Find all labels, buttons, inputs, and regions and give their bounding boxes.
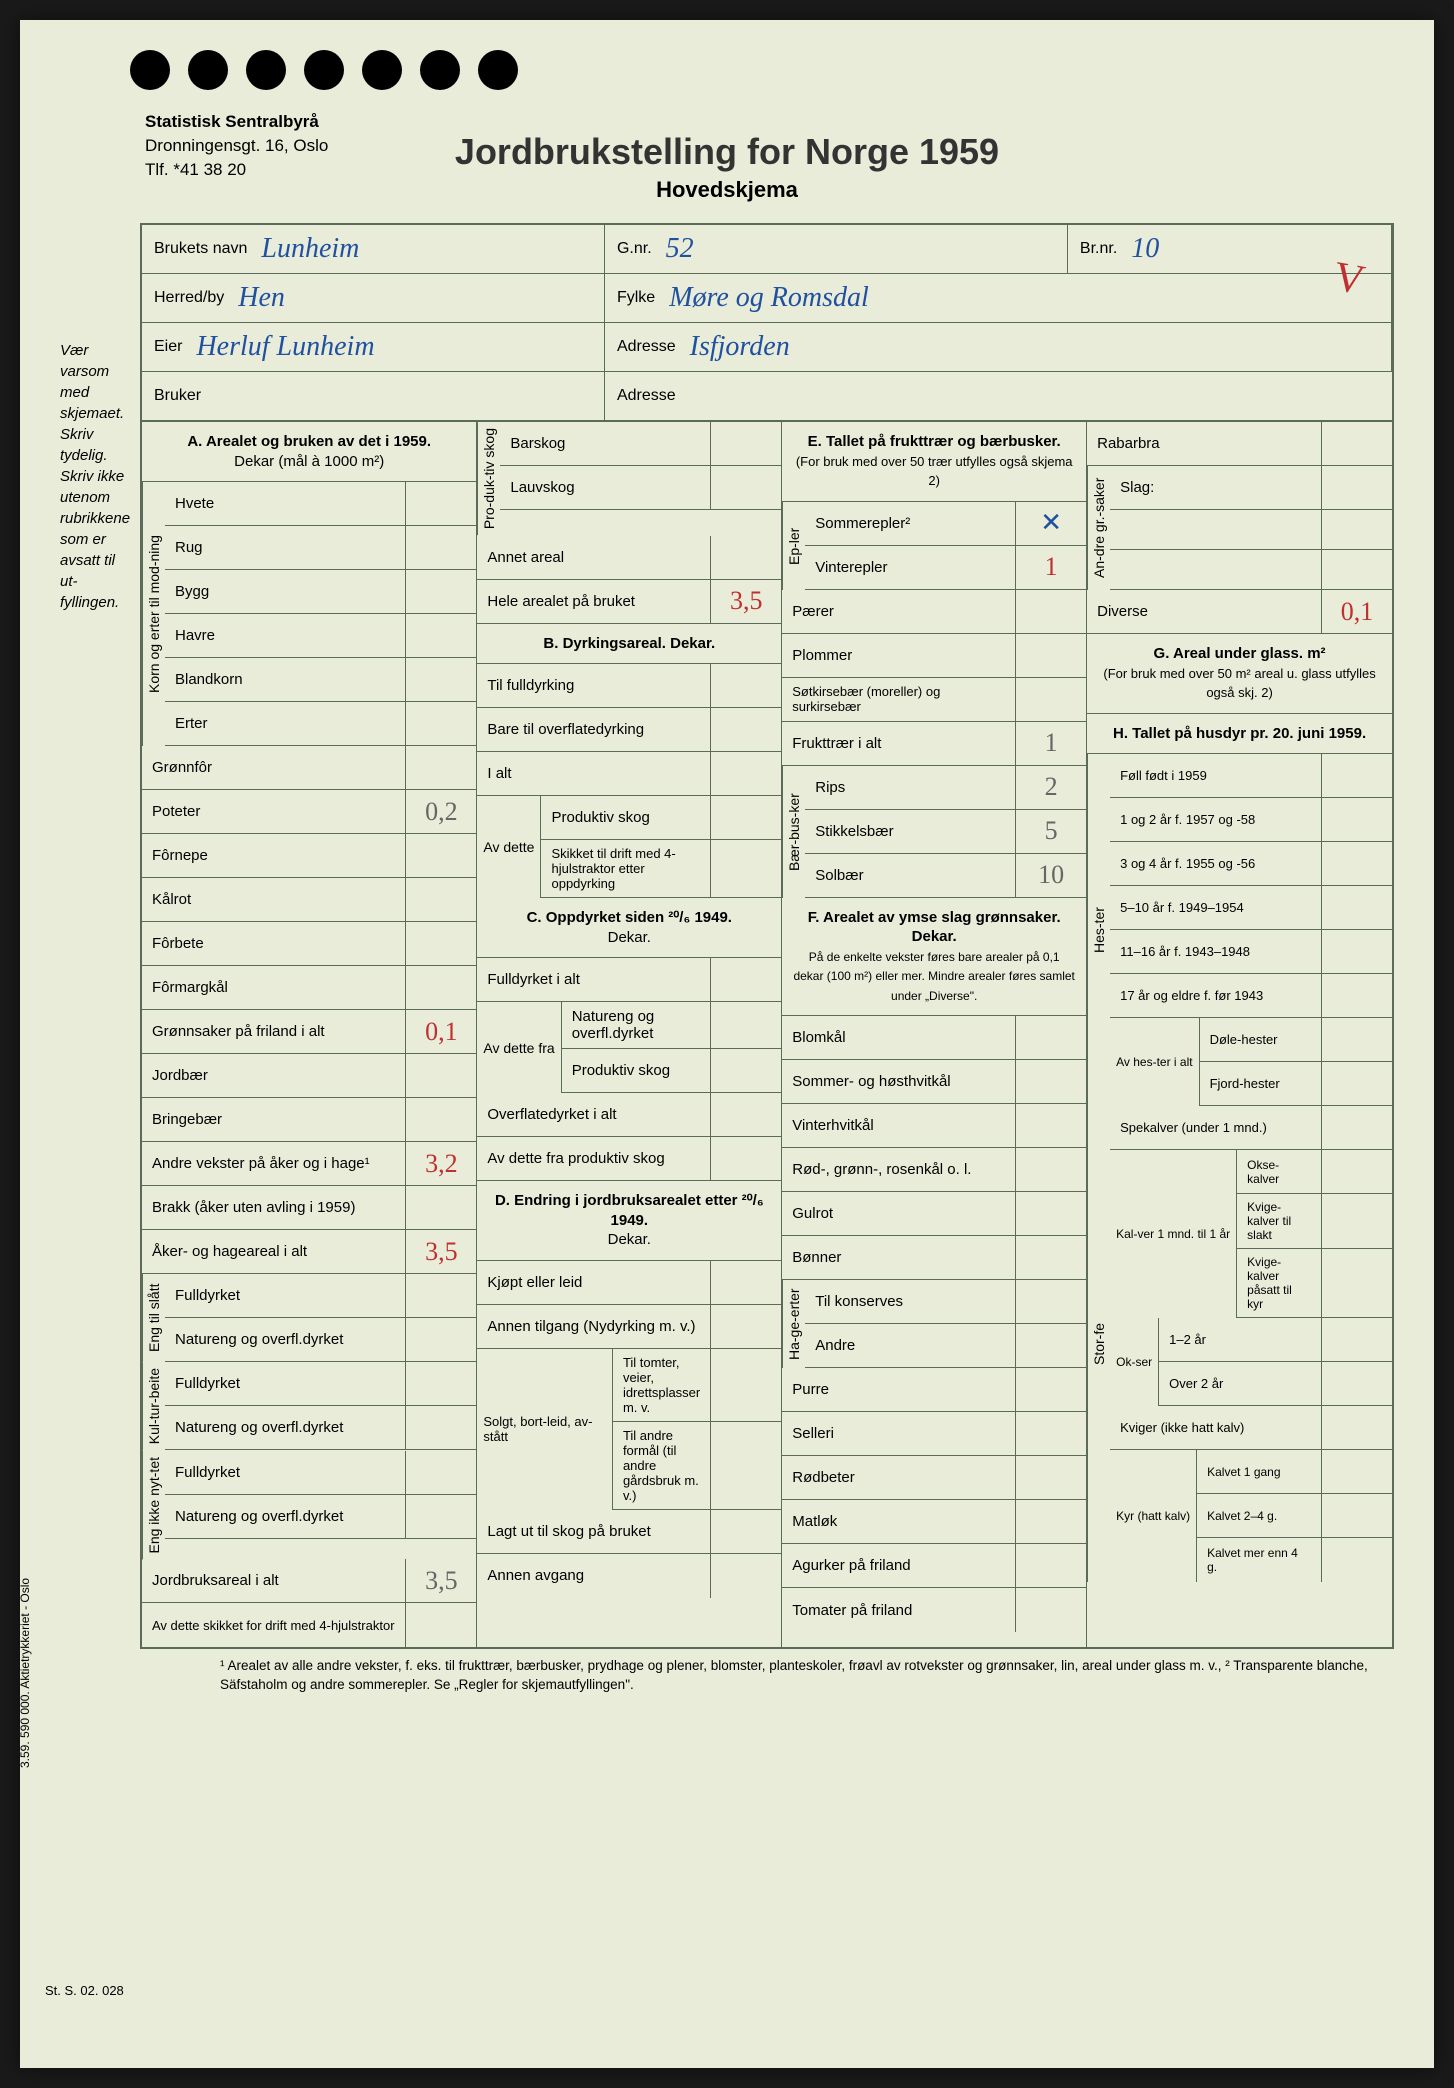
footnote: ¹ Arealet av alle andre vekster, f. eks.…	[220, 1657, 1394, 1695]
header-box: Brukets navn Lunheim G.nr. 52 Br.nr. 10 …	[140, 223, 1394, 422]
solbaer-value: 10	[1016, 854, 1086, 897]
brukets-navn-value: Lunheim	[261, 233, 359, 265]
print-info: 3.59. 590 000. Aktietrykkeriet - Oslo	[18, 1578, 32, 1768]
vinterepler-value: 1	[1016, 546, 1086, 589]
main-grid: A. Arealet og bruken av det i 1959. Deka…	[140, 422, 1394, 1649]
section-c-header: C. Oppdyrket siden ²⁰/₆ 1949.Dekar.	[477, 898, 781, 958]
section-e-header: E. Tallet på frukttrær og bærbusker.(For…	[782, 422, 1086, 502]
brukets-navn-label: Brukets navn	[154, 240, 247, 258]
section-f-header: F. Arealet av ymse slag grønnsaker. Deka…	[782, 898, 1086, 1017]
form-subtitle: Hovedskjema	[60, 177, 1394, 203]
section-a-header: A. Arealet og bruken av det i 1959. Deka…	[142, 422, 476, 482]
stikkelsbaer-value: 5	[1016, 810, 1086, 853]
fylke-value: Møre og Romsdal	[669, 282, 869, 314]
fylke-label: Fylke	[617, 289, 655, 307]
frukt-ialt-value: 1	[1016, 722, 1086, 765]
bruker-label: Bruker	[154, 387, 201, 405]
hele-value: 3,5	[711, 580, 781, 623]
form-area: Brukets navn Lunheim G.nr. 52 Br.nr. 10 …	[140, 223, 1394, 1695]
section-d-header: D. Endring i jordbruksarealet etter ²⁰/₆…	[477, 1181, 781, 1261]
eier-label: Eier	[154, 338, 182, 356]
gnr-value: 52	[666, 233, 694, 265]
section-b-header: B. Dyrkingsareal. Dekar.	[477, 624, 781, 665]
adresse-value: Isfjorden	[690, 331, 790, 363]
column-ef: E. Tallet på frukttrær og bærbusker.(For…	[782, 422, 1087, 1647]
andre-value: 3,2	[406, 1142, 476, 1185]
diverse-value: 0,1	[1322, 590, 1392, 633]
column-gh: Rabarbra An-dre gr.-saker Slag: Diverse0…	[1087, 422, 1392, 1647]
herred-label: Herred/by	[154, 289, 224, 307]
rips-value: 2	[1016, 766, 1086, 809]
section-h-header: H. Tallet på husdyr pr. 20. juni 1959.	[1087, 714, 1392, 755]
gronnsaker-value: 0,1	[406, 1010, 476, 1053]
form-code: St. S. 02. 028	[45, 1983, 124, 1998]
org-name: Statistisk Sentralbyrå	[145, 110, 1394, 134]
herred-value: Hen	[238, 282, 285, 314]
eier-value: Herluf Lunheim	[196, 331, 374, 363]
jordbruk-value: 3,5	[406, 1559, 476, 1602]
brnr-label: Br.nr.	[1080, 240, 1117, 258]
column-bcd: Pro-duk-tiv skog Barskog Lauvskog Annet …	[477, 422, 782, 1647]
poteter-value: 0,2	[406, 790, 476, 833]
brnr-value: 10	[1131, 233, 1159, 265]
sommerepler-value: ✕	[1016, 502, 1086, 545]
section-g-header: G. Areal under glass. m²(For bruk med ov…	[1087, 634, 1392, 714]
gnr-label: G.nr.	[617, 240, 652, 258]
punch-holes	[130, 50, 1394, 90]
korn-vlabel: Korn og erter til mod-ning	[142, 482, 165, 746]
side-instructions: Vær varsom med skjemaet. Skriv tydelig. …	[60, 340, 130, 613]
form-page: Statistisk Sentralbyrå Dronningensgt. 16…	[20, 20, 1434, 2068]
aker-value: 3,5	[406, 1230, 476, 1273]
adresse2-label: Adresse	[617, 387, 676, 405]
column-a: A. Arealet og bruken av det i 1959. Deka…	[142, 422, 477, 1647]
adresse-label: Adresse	[617, 338, 676, 356]
